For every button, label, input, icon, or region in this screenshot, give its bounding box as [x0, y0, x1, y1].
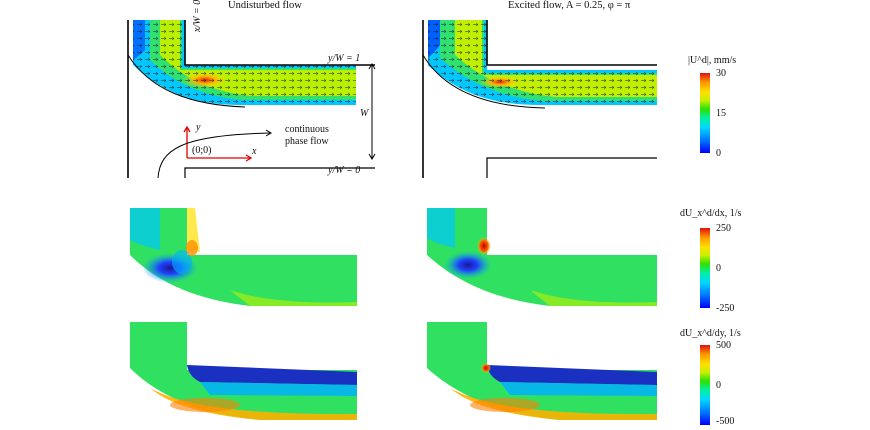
phase-flow-label-2: phase flow: [285, 136, 329, 147]
colorbar-velocity: [700, 73, 710, 153]
x-axis-label: x: [252, 146, 257, 157]
colorbar-dudy-label: dU_x^d/dy, 1/s: [680, 328, 741, 339]
x-over-w-label: x/W = 0: [192, 0, 203, 32]
dudy-panel-right: [427, 322, 657, 420]
colorbar-dudx: [700, 228, 710, 308]
right-panel-title: Excited flow, A = 0.25, φ = π: [508, 0, 631, 11]
colorbar-velocity-max: 30: [716, 68, 726, 79]
colorbar-dudy-mid: 0: [716, 380, 721, 391]
colorbar-dudx-max: 250: [716, 223, 731, 234]
left-panel-title: Undisturbed flow: [228, 0, 302, 11]
phase-flow-label-1: continuous: [285, 124, 329, 135]
colorbar-dudy: [700, 345, 710, 425]
dudx-panel-left: [130, 208, 357, 306]
colorbar-dudy-min: -500: [716, 416, 735, 427]
colorbar-dudx-min: -250: [716, 303, 735, 314]
y-over-w-bottom-label: y/W = 0: [328, 165, 361, 176]
colorbar-dudx-mid: 0: [716, 263, 721, 274]
dudy-panel-left: [130, 322, 357, 420]
colorbar-velocity-min: 0: [716, 148, 721, 159]
colorbar-dudy-max: 500: [716, 340, 731, 351]
y-over-w-top-label: y/W = 1: [328, 53, 361, 64]
colorbar-velocity-mid: 15: [716, 108, 726, 119]
velocity-panel-left: [127, 20, 376, 179]
y-axis-label: y: [196, 122, 201, 133]
w-dimension-label: W: [360, 108, 369, 119]
dudx-panel-right: [427, 208, 657, 306]
colorbar-velocity-label: |U^d|, mm/s: [688, 55, 737, 66]
origin-label: (0;0): [192, 145, 212, 156]
velocity-panel-right: [422, 20, 657, 178]
colorbar-dudx-label: dU_x^d/dx, 1/s: [680, 208, 742, 219]
